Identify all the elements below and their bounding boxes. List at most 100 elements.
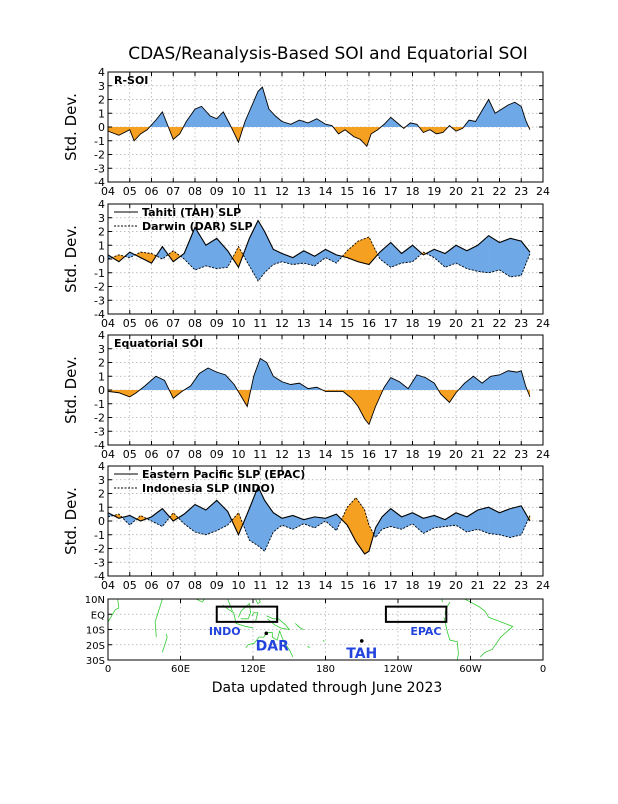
x-tick-label: 09 <box>210 185 224 198</box>
y-tick-label: 0 <box>98 253 105 266</box>
y-tick-label: -2 <box>94 149 105 162</box>
x-tick-label: 18 <box>406 185 420 198</box>
positive-fill <box>108 87 530 127</box>
x-tick-label: 16 <box>362 448 376 461</box>
x-tick-label: 13 <box>297 448 311 461</box>
x-tick-label: 22 <box>493 185 507 198</box>
legend-label: Darwin (DAR) SLP <box>142 220 253 233</box>
y-tick-label: 1 <box>98 107 105 120</box>
y-tick-label: 0 <box>98 515 105 528</box>
difference-fill <box>510 505 522 538</box>
x-tick-label: 09 <box>210 448 224 461</box>
coastline <box>154 598 163 638</box>
x-tick-label: 05 <box>123 448 137 461</box>
x-tick-label: 24 <box>536 579 550 592</box>
x-tick-label: 17 <box>384 448 398 461</box>
difference-fill <box>314 249 326 267</box>
x-tick-label: 08 <box>188 579 202 592</box>
y-tick-label: -4 <box>94 570 105 583</box>
x-tick-label: 11 <box>253 317 267 330</box>
y-tick-label: -3 <box>94 162 105 175</box>
map-lon-label: 180 <box>316 664 335 675</box>
x-tick-label: 21 <box>471 317 485 330</box>
x-tick-label: 15 <box>340 185 354 198</box>
difference-fill <box>357 236 370 265</box>
x-tick-label: 16 <box>362 579 376 592</box>
data-updated-label: Data updated through June 2023 <box>212 680 443 696</box>
y-axis-label: Std. Dev. <box>62 225 80 293</box>
map-lat-label: EQ <box>91 610 105 621</box>
coastline <box>255 598 261 605</box>
difference-fill <box>466 244 478 272</box>
x-tick-label: 23 <box>514 317 528 330</box>
map-lat-label: 10S <box>86 626 105 637</box>
x-tick-label: 14 <box>319 579 333 592</box>
y-axis-label: Std. Dev. <box>62 356 80 424</box>
map-lon-label: 60W <box>459 664 482 675</box>
x-tick-label: 19 <box>427 317 441 330</box>
difference-fill <box>379 242 391 268</box>
series-line-solid <box>107 485 531 555</box>
y-tick-label: 2 <box>98 357 105 370</box>
x-tick-label: 13 <box>297 579 311 592</box>
difference-fill <box>477 235 489 273</box>
x-tick-label: 20 <box>449 448 463 461</box>
x-tick-label: 04 <box>101 448 115 461</box>
x-tick-label: 19 <box>427 185 441 198</box>
x-tick-label: 04 <box>101 317 115 330</box>
station-marker-dar <box>264 631 269 636</box>
y-tick-label: 0 <box>98 121 105 134</box>
x-tick-label: 06 <box>145 448 159 461</box>
y-tick-label: -2 <box>94 281 105 294</box>
y-tick-label: -3 <box>94 425 105 438</box>
difference-fill <box>444 512 457 527</box>
y-tick-label: 4 <box>98 66 105 79</box>
y-axis-label: Std. Dev. <box>62 487 80 555</box>
figure-title: CDAS/Reanalysis-Based SOI and Equatorial… <box>128 44 527 64</box>
negative-fill <box>108 127 530 147</box>
coastline <box>295 623 304 630</box>
difference-fill <box>264 499 274 552</box>
coastline <box>266 615 291 631</box>
difference-fill <box>510 238 522 278</box>
x-tick-label: 23 <box>514 448 528 461</box>
x-tick-label: 08 <box>188 317 202 330</box>
difference-fill <box>238 512 244 535</box>
y-tick-label: 2 <box>98 226 105 239</box>
series-line-dashed <box>107 236 531 282</box>
x-tick-label: 13 <box>297 185 311 198</box>
x-tick-label: 07 <box>166 579 180 592</box>
x-tick-label: 09 <box>210 579 224 592</box>
x-tick-label: 16 <box>362 185 376 198</box>
difference-fill <box>242 508 250 541</box>
map-lon-label: 60E <box>171 664 190 675</box>
x-tick-label: 17 <box>384 185 398 198</box>
x-tick-label: 09 <box>210 317 224 330</box>
region-label-epac: EPAC <box>410 625 441 638</box>
y-tick-label: -2 <box>94 412 105 425</box>
coastline <box>464 598 514 658</box>
difference-fill <box>216 237 228 269</box>
coastline <box>227 598 233 612</box>
map-lon-label: 0 <box>105 664 111 675</box>
difference-fill <box>162 508 171 528</box>
x-tick-label: 18 <box>406 579 420 592</box>
y-tick-label: -3 <box>94 294 105 307</box>
x-tick-label: 19 <box>427 448 441 461</box>
x-tick-label: 18 <box>406 448 420 461</box>
coastline <box>443 617 459 661</box>
x-tick-label: 17 <box>384 317 398 330</box>
difference-fill <box>434 249 446 268</box>
y-tick-label: 3 <box>98 212 105 225</box>
station-label-tah: TAH <box>346 646 377 662</box>
y-tick-label: 1 <box>98 239 105 252</box>
x-tick-label: 23 <box>514 579 528 592</box>
x-tick-label: 11 <box>253 185 267 198</box>
x-tick-label: 15 <box>340 317 354 330</box>
x-tick-label: 14 <box>319 317 333 330</box>
coastline <box>222 604 254 629</box>
